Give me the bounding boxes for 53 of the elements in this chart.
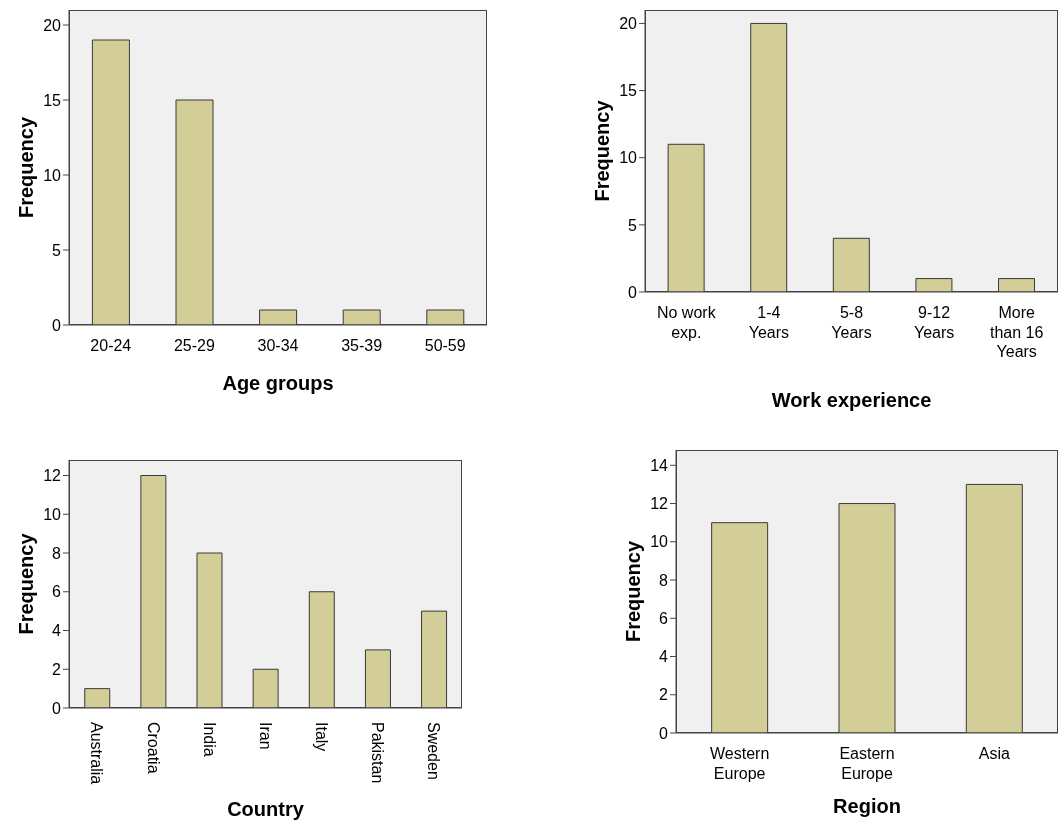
y-tick-label: 10 <box>619 149 638 167</box>
y-tick-label: 2 <box>52 660 62 678</box>
y-tick-label: 5 <box>628 216 638 234</box>
y-tick-label: 8 <box>52 544 62 562</box>
x-tick-label: No work exp. <box>656 304 717 341</box>
y-tick-label: 12 <box>650 495 669 513</box>
x-tick-label: Eastern Europe <box>839 745 895 782</box>
x-tick-label: 9-12 Years <box>913 304 955 341</box>
y-tick-label: 20 <box>619 15 638 33</box>
x-tick-label: Croatia <box>144 722 162 774</box>
x-tick-label: Iran <box>256 722 274 750</box>
x-axis-title: Age groups <box>222 372 334 394</box>
x-tick-label: More than 16 Years <box>990 304 1044 360</box>
y-tick-label: 2 <box>659 686 669 704</box>
x-tick-label: Australia <box>88 722 106 785</box>
x-tick-label: Pakistan <box>369 722 387 784</box>
x-tick-label: 1-4 Years <box>748 304 790 341</box>
x-tick-label: Sweden <box>425 722 443 780</box>
y-tick-label: 10 <box>43 166 62 184</box>
x-tick-label: 25-29 <box>173 337 215 355</box>
x-axis-title: Country <box>227 798 305 820</box>
y-tick-label: 14 <box>650 456 669 474</box>
y-tick-label: 4 <box>52 622 62 640</box>
y-tick-label: 12 <box>43 467 62 485</box>
y-axis-title: Frequency <box>15 532 38 635</box>
y-tick-label: 0 <box>659 724 669 742</box>
y-tick-label: 10 <box>43 505 62 523</box>
y-tick-label: 0 <box>628 283 638 301</box>
y-tick-label: 10 <box>650 533 669 551</box>
y-axis-title: Frequency <box>15 116 38 219</box>
y-tick-label: 8 <box>659 571 669 589</box>
x-tick-label: 5-8 Years <box>831 304 872 341</box>
x-axis-title: Region <box>833 795 901 817</box>
x-tick-label: 30-34 <box>257 337 299 355</box>
x-tick-label: India <box>200 722 218 757</box>
x-tick-label: Asia <box>978 745 1010 763</box>
y-axis-title: Frequency <box>622 540 645 643</box>
x-tick-label: Western Europe <box>710 745 770 782</box>
y-tick-label: 15 <box>619 82 638 100</box>
x-tick-label: 50-59 <box>424 337 466 355</box>
y-tick-label: 6 <box>52 583 62 601</box>
x-tick-label: Italy <box>313 722 331 752</box>
y-tick-label: 6 <box>659 609 669 627</box>
y-tick-label: 15 <box>43 91 62 109</box>
y-axis-title: Frequency <box>591 99 614 202</box>
y-tick-label: 0 <box>52 699 62 717</box>
x-axis-title: Work experience <box>771 389 932 411</box>
y-tick-label: 0 <box>52 316 62 334</box>
y-tick-label: 5 <box>52 241 62 259</box>
x-tick-label: 20-24 <box>90 337 132 355</box>
y-tick-label: 20 <box>43 16 62 34</box>
x-tick-label: 35-39 <box>341 337 383 355</box>
y-tick-label: 4 <box>659 648 669 666</box>
